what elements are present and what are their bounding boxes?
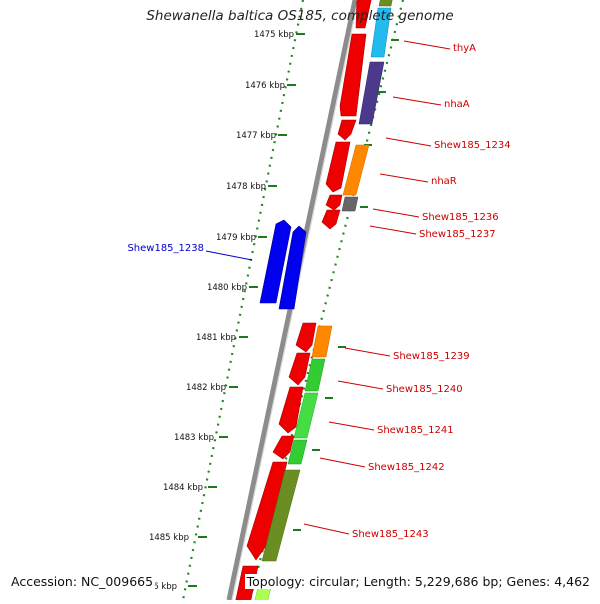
gene-label[interactable]: Shew185_1239 [393,351,470,362]
gene-block [341,196,359,212]
tick-label: 1481 kbp [196,333,236,343]
gene-label[interactable]: Shew185_1234 [434,140,511,151]
tick-label: 1482 kbp [186,383,226,393]
accession-text: Accession: NC_009665 [9,574,156,589]
gene-labels: thyA nhaA Shew185_1234 nhaR Shew185_1236… [127,43,510,540]
gene-arrow [246,461,288,561]
gene-block [370,7,392,58]
leader-line [372,208,420,218]
tick-label: 1477 kbp [236,131,276,141]
gene-block [378,0,393,7]
tick-labels: 1475 kbp 1476 kbp 1477 kbp 1478 kbp 1479… [148,30,294,592]
tick-label: 1483 kbp [174,433,214,443]
leader-line [205,250,253,261]
tick-label: 1475 kbp [254,30,294,40]
gene-block [287,439,308,465]
gene-arrow [339,33,367,117]
leader-line [328,421,375,431]
gene-arrow [278,386,304,434]
leader-line [369,225,417,235]
gene-label[interactable]: Shew185_1236 [422,212,499,223]
gene-block [304,358,326,392]
inner-tick-marks [188,33,305,587]
leader-lines [205,40,451,535]
leader-line [344,347,391,357]
leader-line [379,173,429,183]
tick-label: 86 kbp [148,582,177,592]
tick-label: 1484 kbp [163,483,203,493]
gene-label[interactable]: Shew185_1238 [127,243,204,254]
leader-line [319,457,366,468]
gene-arrow [259,219,292,304]
tick-label: 1476 kbp [245,81,285,91]
gene-label[interactable]: thyA [453,43,476,54]
inner-scale-line [181,0,305,601]
gene-block [342,144,370,196]
map-title: Shewanella baltica OS185, complete genom… [146,8,454,24]
gene-block [358,61,385,125]
gene-arrow [325,194,343,211]
outer-colored-blocks [253,0,393,604]
gene-label[interactable]: Shew185_1242 [368,462,445,473]
tick-label: 1479 kbp [216,233,256,243]
gene-arrow [278,225,307,310]
leader-line [403,40,451,50]
gene-arrow [355,0,372,29]
gene-label[interactable]: nhaA [444,99,470,110]
gene-arrow [295,322,317,353]
gene-arrow [337,119,357,141]
tick-label: 1478 kbp [226,182,266,192]
reverse-strand-genes [234,0,372,604]
gene-arrow [272,435,295,460]
gene-block [293,392,319,439]
tick-label: 1485 kbp [149,533,189,543]
forward-strand-genes [259,219,307,310]
gene-arrow [325,141,351,193]
gene-label[interactable]: Shew185_1237 [419,229,496,240]
gene-arrow [321,209,341,230]
genome-stats-text: Topology: circular; Length: 5,229,686 bp… [244,574,592,589]
gene-block [261,469,301,562]
gene-label[interactable]: Shew185_1243 [352,529,429,540]
gene-label[interactable]: Shew185_1241 [377,425,454,436]
leader-line [337,380,384,390]
leader-line [303,523,350,535]
gene-arrow [288,352,311,386]
gene-label[interactable]: nhaR [431,176,457,187]
gene-block [311,325,333,358]
leader-line [392,96,442,106]
tick-label: 1480 kbp [207,283,247,293]
leader-line [385,137,432,147]
gene-label[interactable]: Shew185_1240 [386,384,463,395]
